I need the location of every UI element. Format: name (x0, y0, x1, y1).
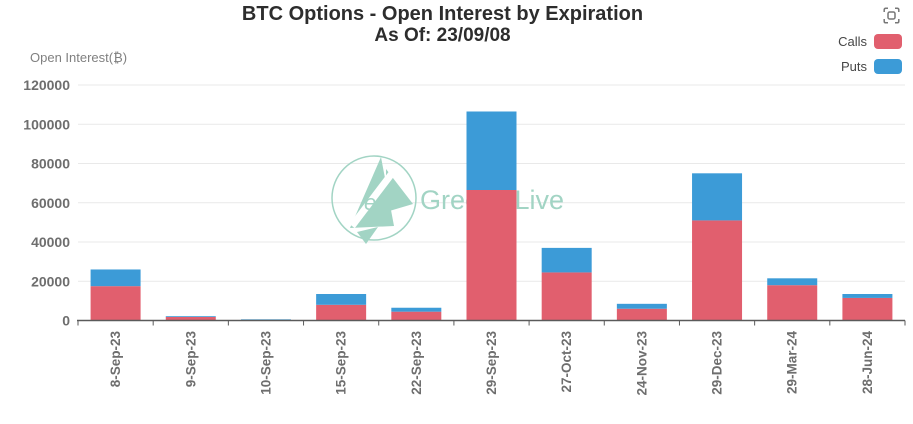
x-tick-label: 28-Jun-24 (860, 331, 875, 395)
y-tick-label: 80000 (31, 156, 70, 172)
bar-segment-calls[interactable] (616, 308, 667, 321)
y-tick-label: 20000 (31, 273, 70, 289)
x-tick-label: 9-Sep-23 (183, 331, 198, 388)
y-tick-label: 40000 (31, 234, 70, 250)
bar-segment-puts[interactable] (240, 319, 291, 320)
watermark-logo-letter: e (364, 190, 376, 215)
bar-segment-calls[interactable] (466, 189, 517, 321)
x-tick-label: 10-Sep-23 (258, 331, 273, 395)
legend-label-puts: Puts (840, 59, 867, 74)
y-tick-label: 120000 (23, 77, 70, 93)
bar-segment-puts[interactable] (616, 303, 667, 309)
y-tick-label: 100000 (23, 116, 70, 132)
watermark-logo-triangle (357, 227, 378, 244)
bar-segment-puts[interactable] (316, 294, 367, 305)
bar-segment-puts[interactable] (391, 307, 442, 312)
x-tick-label: 24-Nov-23 (634, 331, 649, 396)
x-tick-label: 8-Sep-23 (108, 331, 123, 388)
x-tick-label: 29-Dec-23 (710, 331, 725, 395)
y-tick-label: 60000 (31, 195, 70, 211)
x-tick-label: 27-Oct-23 (559, 331, 574, 393)
bar-segment-calls[interactable] (541, 272, 592, 321)
bar-segment-calls[interactable] (767, 285, 818, 321)
legend-label-calls: Calls (838, 34, 867, 49)
x-tick-label: 22-Sep-23 (409, 331, 424, 395)
watermark-logo-gap (349, 165, 399, 229)
y-tick-label: 0 (62, 313, 70, 329)
x-tick-label: 29-Mar-24 (785, 331, 800, 395)
watermark-logo-circle (331, 155, 417, 241)
bar-segment-calls[interactable] (90, 286, 141, 321)
bar-segment-calls[interactable] (692, 220, 743, 321)
bar-segment-calls[interactable] (316, 304, 367, 321)
legend-item-calls[interactable]: Calls (838, 34, 902, 49)
legend-swatch-calls (874, 34, 902, 49)
legend: Calls Puts (838, 34, 902, 74)
bar-segment-puts[interactable] (541, 247, 592, 273)
x-tick-label: 15-Sep-23 (334, 331, 349, 395)
bar-segment-puts[interactable] (90, 269, 141, 287)
legend-item-puts[interactable]: Puts (841, 59, 902, 74)
bar-segment-calls[interactable] (165, 316, 216, 321)
bar-segment-puts[interactable] (767, 278, 818, 286)
x-tick-label: 29-Sep-23 (484, 331, 499, 395)
bar-segment-calls[interactable] (391, 311, 442, 321)
bar-segment-puts[interactable] (165, 316, 216, 317)
bar-segment-calls[interactable] (842, 297, 893, 321)
watermark-logo-triangle (386, 169, 413, 212)
save-image-icon[interactable] (883, 7, 900, 24)
bar-segment-puts[interactable] (692, 173, 743, 221)
bar-segment-puts[interactable] (466, 111, 517, 190)
legend-swatch-puts (874, 59, 902, 74)
y-axis-name: Open Interest(₿) (30, 50, 128, 65)
bar-segment-puts[interactable] (842, 294, 893, 298)
